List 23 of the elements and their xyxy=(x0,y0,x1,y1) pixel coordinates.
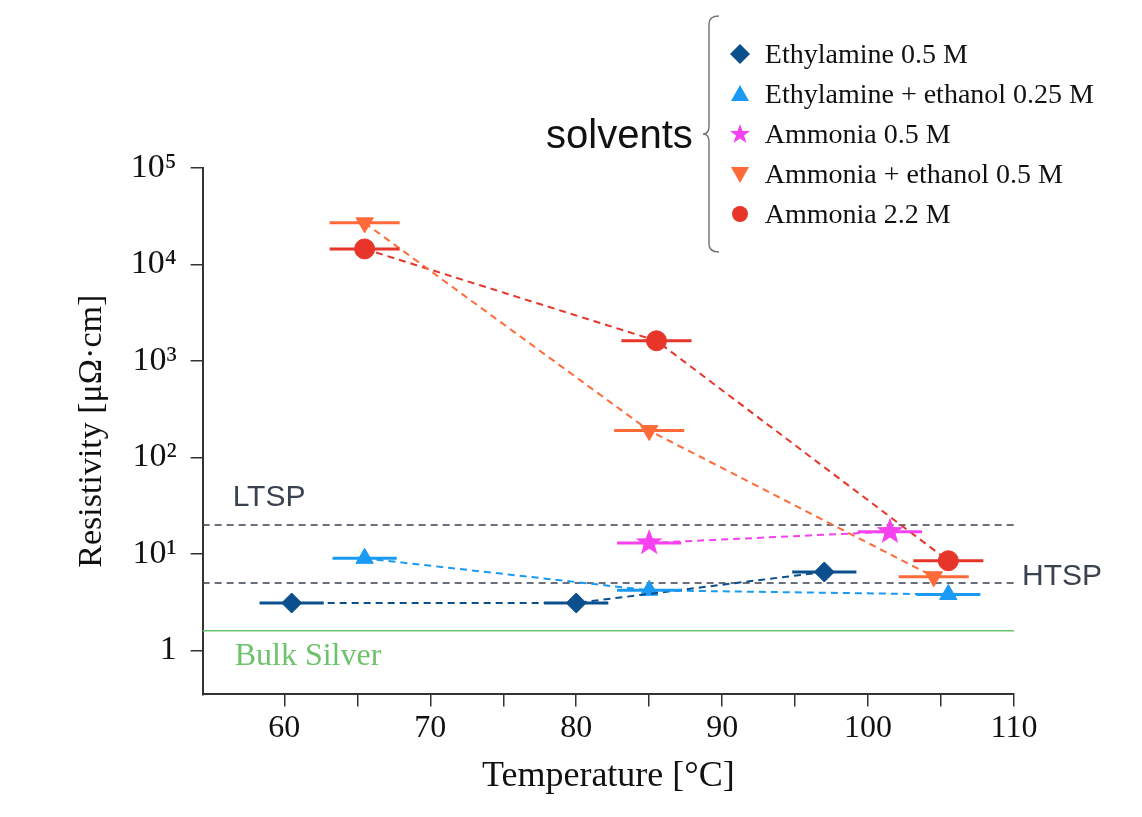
ref-line-label: HTSP xyxy=(1022,558,1103,592)
legend-label: Ammonia 2.2 M xyxy=(764,198,951,230)
legend-label: Ethylamine + ethanol 0.25 M xyxy=(764,78,1094,110)
x-tick-label: 80 xyxy=(560,708,593,745)
legend-title: solvents xyxy=(546,111,693,157)
x-tick-label: 110 xyxy=(990,708,1038,745)
x-tick-label: 90 xyxy=(706,708,739,745)
ref-line-label: LTSP xyxy=(232,479,306,513)
x-axis-title: Temperature [°C] xyxy=(481,753,735,794)
y-tick-label: 10² xyxy=(132,436,177,474)
y-tick-label: 10⁵ xyxy=(130,146,177,184)
y-axis-title: Resistivity [μΩ·cm] xyxy=(71,294,109,568)
x-tick-label: 60 xyxy=(268,708,301,745)
legend-label: Ethylamine 0.5 M xyxy=(764,38,968,70)
y-tick-label: 10⁴ xyxy=(130,243,177,281)
y-tick-label: 1 xyxy=(159,629,177,667)
legend-label: Ammonia 0.5 M xyxy=(764,118,951,150)
legend-label: Ammonia + ethanol 0.5 M xyxy=(764,158,1063,190)
y-tick-label: 10³ xyxy=(132,339,177,377)
ref-line-label: Bulk Silver xyxy=(234,636,382,673)
y-tick-label: 10¹ xyxy=(132,532,177,570)
x-tick-label: 70 xyxy=(414,708,447,745)
x-tick-label: 100 xyxy=(844,708,893,745)
